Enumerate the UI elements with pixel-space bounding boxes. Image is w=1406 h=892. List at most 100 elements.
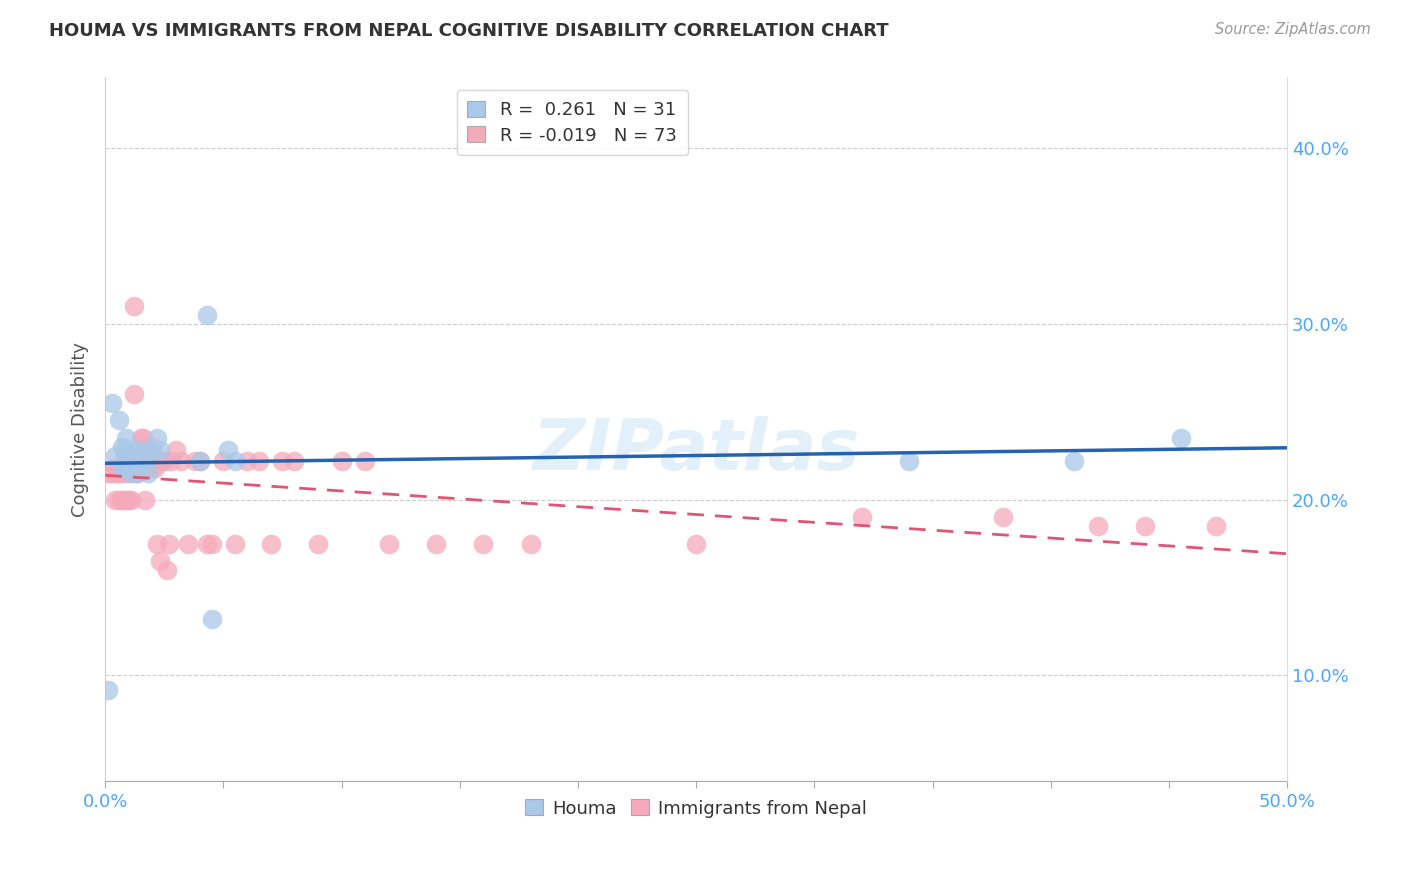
Point	[120, 492, 142, 507]
Point	[354, 454, 377, 468]
Point	[127, 454, 149, 468]
Point	[260, 536, 283, 550]
Point	[127, 466, 149, 480]
Point	[307, 536, 329, 550]
Point	[108, 466, 131, 480]
Point	[125, 466, 148, 480]
Point	[141, 440, 163, 454]
Point	[146, 536, 169, 550]
Point	[136, 461, 159, 475]
Point	[108, 492, 131, 507]
Point	[170, 454, 193, 468]
Point	[115, 461, 138, 475]
Point	[1087, 519, 1109, 533]
Text: HOUMA VS IMMIGRANTS FROM NEPAL COGNITIVE DISABILITY CORRELATION CHART: HOUMA VS IMMIGRANTS FROM NEPAL COGNITIVE…	[49, 22, 889, 40]
Point	[157, 536, 180, 550]
Point	[851, 510, 873, 524]
Point	[101, 396, 124, 410]
Point	[195, 536, 218, 550]
Point	[108, 413, 131, 427]
Point	[177, 536, 200, 550]
Point	[141, 461, 163, 475]
Point	[153, 454, 176, 468]
Point	[112, 492, 135, 507]
Point	[98, 466, 121, 480]
Text: Source: ZipAtlas.com: Source: ZipAtlas.com	[1215, 22, 1371, 37]
Point	[104, 466, 127, 480]
Point	[112, 461, 135, 475]
Point	[129, 449, 152, 463]
Point	[112, 454, 135, 468]
Point	[146, 431, 169, 445]
Point	[125, 466, 148, 480]
Point	[200, 536, 222, 550]
Point	[148, 443, 170, 458]
Point	[685, 536, 707, 550]
Point	[425, 536, 447, 550]
Point	[1205, 519, 1227, 533]
Text: ZIPatlas: ZIPatlas	[533, 416, 860, 485]
Point	[118, 461, 141, 475]
Point	[212, 454, 235, 468]
Point	[97, 682, 120, 697]
Point	[184, 454, 207, 468]
Point	[1135, 519, 1157, 533]
Point	[111, 461, 134, 475]
Point	[125, 443, 148, 458]
Point	[247, 454, 270, 468]
Point	[122, 454, 145, 468]
Point	[111, 466, 134, 480]
Point	[112, 443, 135, 458]
Y-axis label: Cognitive Disability: Cognitive Disability	[72, 342, 89, 516]
Point	[134, 454, 156, 468]
Point	[134, 492, 156, 507]
Point	[118, 443, 141, 458]
Point	[125, 449, 148, 463]
Point	[271, 454, 294, 468]
Point	[127, 449, 149, 463]
Point	[148, 554, 170, 568]
Point	[129, 454, 152, 468]
Point	[150, 454, 173, 468]
Point	[472, 536, 495, 550]
Point	[141, 443, 163, 458]
Point	[160, 454, 183, 468]
Point	[156, 563, 179, 577]
Point	[115, 492, 138, 507]
Point	[129, 431, 152, 445]
Point	[224, 454, 246, 468]
Point	[188, 454, 211, 468]
Point	[224, 536, 246, 550]
Point	[120, 466, 142, 480]
Point	[134, 440, 156, 454]
Point	[519, 536, 541, 550]
Point	[115, 454, 138, 468]
Point	[195, 308, 218, 322]
Point	[165, 443, 187, 458]
Point	[897, 454, 920, 468]
Point	[330, 454, 353, 468]
Point	[993, 510, 1015, 524]
Point	[378, 536, 401, 550]
Legend: Houma, Immigrants from Nepal: Houma, Immigrants from Nepal	[517, 792, 875, 825]
Point	[200, 612, 222, 626]
Point	[115, 431, 138, 445]
Point	[120, 466, 142, 480]
Point	[139, 454, 162, 468]
Point	[132, 461, 155, 475]
Point	[1063, 454, 1085, 468]
Point	[283, 454, 305, 468]
Point	[217, 443, 239, 458]
Point	[132, 443, 155, 458]
Point	[101, 461, 124, 475]
Point	[143, 461, 166, 475]
Point	[188, 454, 211, 468]
Point	[115, 466, 138, 480]
Point	[122, 299, 145, 313]
Point	[97, 466, 120, 480]
Point	[111, 492, 134, 507]
Point	[236, 454, 259, 468]
Point	[122, 387, 145, 401]
Point	[104, 449, 127, 463]
Point	[136, 466, 159, 480]
